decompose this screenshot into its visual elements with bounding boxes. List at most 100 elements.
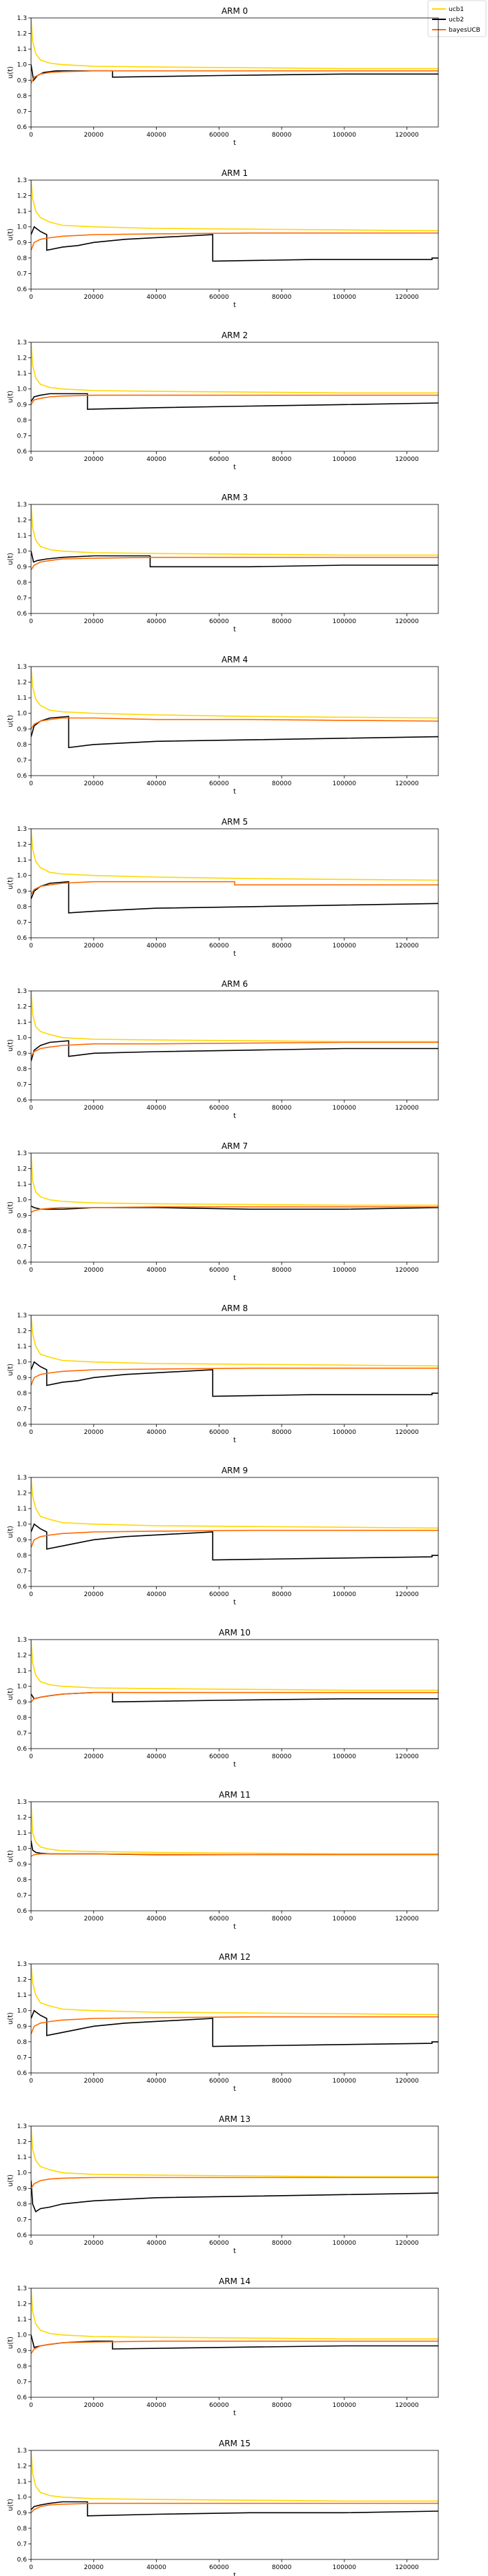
y-axis-label: u(t) [7, 228, 14, 241]
y-tick-label: 1.0 [17, 873, 28, 880]
legend-label-ucb2: ucb2 [449, 17, 464, 23]
axes-frame [30, 17, 439, 128]
chart-title: ARM 14 [219, 2277, 251, 2286]
x-tick-label: 100000 [333, 2078, 357, 2085]
x-tick-label: 60000 [209, 1267, 229, 1274]
series-line-bayesUCB [31, 394, 438, 405]
axes-frame [30, 1801, 439, 1911]
x-tick-label: 20000 [84, 1591, 104, 1598]
y-tick-label: 0.9 [17, 1050, 28, 1057]
x-tick-label: 40000 [146, 1753, 166, 1760]
series-line-ucb1 [31, 1964, 438, 2016]
x-axis-label: t [233, 1112, 236, 1120]
series-line-ucb1 [31, 1802, 438, 1855]
y-tick-label: 1.2 [17, 842, 27, 849]
chart-panel-8: ARM 8 0 20000 40000 60000 80000 100000 120000 0.… [7, 1304, 439, 1444]
x-tick-label: 60000 [209, 2078, 229, 2085]
series-line-bayesUCB [31, 1041, 438, 1057]
chart-title: ARM 3 [222, 493, 248, 502]
y-axis-label: u(t) [7, 2499, 14, 2511]
x-tick-label: 0 [29, 132, 33, 139]
y-tick-label: 0.9 [17, 1699, 28, 1706]
x-tick-label: 0 [29, 1429, 33, 1436]
x-tick-label: 40000 [146, 1916, 166, 1923]
chart-panel-2: ARM 2 0 20000 40000 60000 80000 100000 120000 0.… [7, 331, 439, 471]
x-tick-label: 100000 [333, 1916, 357, 1923]
y-tick-label: 0.8 [17, 1715, 28, 1722]
y-tick-label: 0.7 [17, 108, 27, 115]
y-tick-label: 0.6 [17, 286, 28, 293]
y-tick-label: 0.6 [17, 124, 28, 131]
x-tick-label: 80000 [272, 1429, 292, 1436]
chart-panel-5: ARM 5 0 20000 40000 60000 80000 100000 120000 0.… [7, 817, 439, 958]
x-tick-label: 0 [29, 1916, 33, 1923]
y-tick-label: 0.7 [17, 1730, 27, 1737]
axes-frame [30, 1315, 439, 1425]
y-tick-label: 1.3 [17, 340, 27, 346]
chart-title: ARM 12 [219, 1952, 251, 1962]
x-tick-label: 100000 [333, 294, 357, 301]
axes-frame [30, 828, 439, 938]
x-tick-label: 80000 [272, 1916, 292, 1923]
y-tick-label: 0.9 [17, 1375, 28, 1382]
chart-title: ARM 7 [222, 1141, 248, 1151]
series-line-ucb1 [31, 991, 438, 1043]
x-tick-label: 0 [29, 780, 33, 787]
series-line-bayesUCB [31, 1206, 438, 1213]
x-tick-label: 100000 [333, 943, 357, 950]
series-line-ucb1 [31, 504, 438, 556]
y-tick-label: 1.1 [17, 2317, 27, 2323]
y-tick-label: 0.8 [17, 580, 28, 587]
y-tick-label: 1.2 [17, 1491, 27, 1497]
x-tick-label: 60000 [209, 943, 229, 950]
x-tick-label: 40000 [146, 2240, 166, 2247]
x-tick-label: 60000 [209, 132, 229, 139]
y-tick-label: 0.6 [17, 449, 28, 455]
y-tick-label: 0.8 [17, 1228, 28, 1235]
y-tick-label: 1.3 [17, 2448, 27, 2455]
series-line-ucb2 [31, 551, 438, 568]
x-tick-label: 80000 [272, 1267, 292, 1274]
series-line-bayesUCB [31, 2176, 438, 2189]
chart-title: ARM 5 [222, 817, 248, 827]
series-line-bayesUCB [31, 70, 438, 84]
y-tick-label: 0.6 [17, 1422, 28, 1428]
chart-title: ARM 8 [222, 1304, 248, 1313]
y-tick-label: 1.1 [17, 1506, 27, 1513]
y-tick-label: 1.2 [17, 1004, 27, 1011]
y-tick-label: 1.2 [17, 1328, 27, 1335]
y-axis-label: u(t) [7, 391, 14, 403]
series-line-ucb2 [31, 881, 438, 914]
legend: ucb1 ucb2 bayesUCB [427, 0, 487, 37]
x-tick-label: 0 [29, 1105, 33, 1112]
x-axis-label: t [233, 950, 236, 958]
x-tick-label: 20000 [84, 2240, 104, 2247]
series-line-ucb1 [31, 2126, 438, 2178]
y-axis-label: u(t) [7, 1850, 14, 1862]
y-tick-label: 0.8 [17, 2201, 28, 2208]
x-tick-label: 120000 [395, 294, 419, 301]
x-tick-label: 60000 [209, 1105, 229, 1112]
series-line-ucb1 [31, 18, 438, 70]
x-tick-label: 20000 [84, 1429, 104, 1436]
x-tick-label: 80000 [272, 132, 292, 139]
y-tick-label: 0.6 [17, 2557, 28, 2564]
x-tick-label: 40000 [146, 456, 166, 463]
y-tick-label: 0.9 [17, 888, 28, 895]
y-tick-label: 0.7 [17, 1081, 27, 1088]
y-tick-label: 0.9 [17, 402, 28, 409]
y-tick-label: 1.0 [17, 1684, 28, 1691]
x-tick-label: 120000 [395, 2402, 419, 2409]
y-tick-label: 1.3 [17, 826, 27, 833]
x-tick-label: 100000 [333, 1591, 357, 1598]
x-tick-label: 100000 [333, 1105, 357, 1112]
x-tick-label: 0 [29, 456, 33, 463]
y-tick-label: 0.6 [17, 2395, 28, 2401]
y-tick-label: 1.1 [17, 857, 27, 864]
y-tick-label: 1.1 [17, 208, 27, 215]
y-tick-label: 0.9 [17, 239, 28, 246]
x-tick-label: 20000 [84, 132, 104, 139]
series-line-ucb2 [31, 2180, 438, 2213]
y-tick-label: 1.3 [17, 177, 27, 184]
x-tick-label: 120000 [395, 456, 419, 463]
